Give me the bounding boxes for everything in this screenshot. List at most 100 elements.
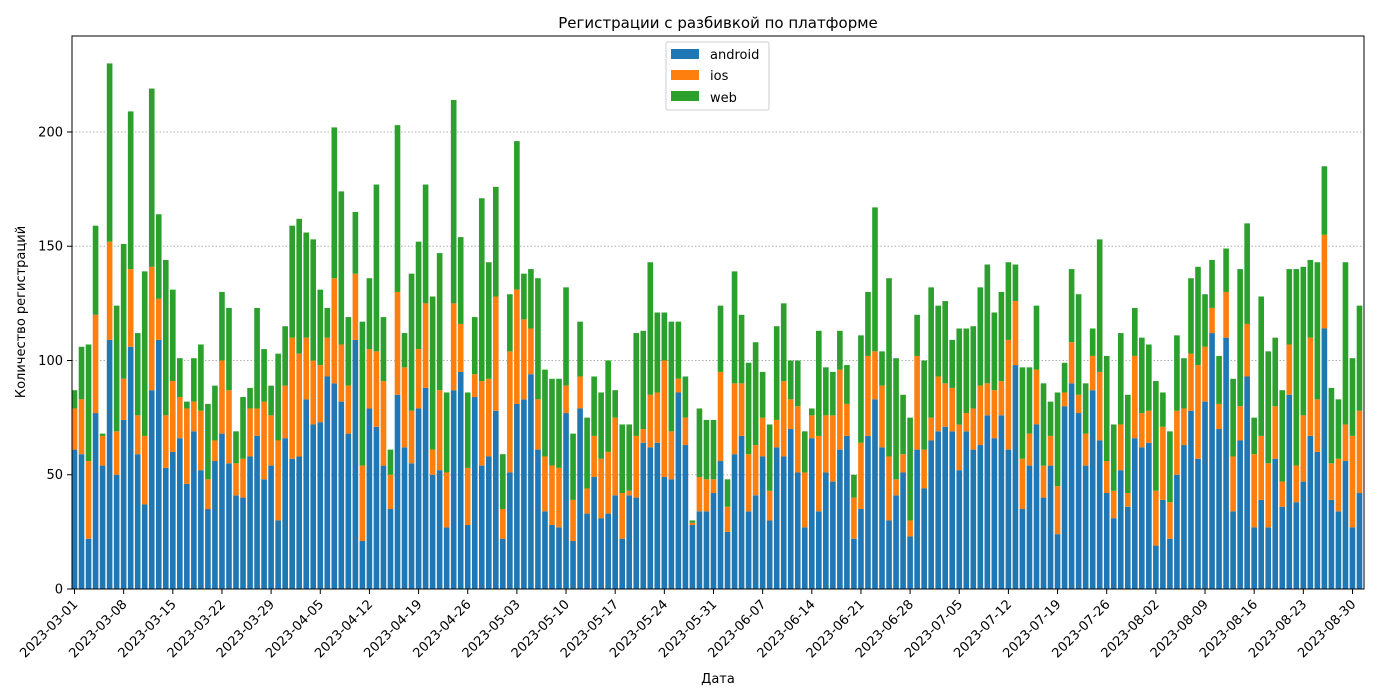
bar-ios — [1124, 493, 1131, 507]
bar-android — [710, 493, 717, 589]
bar-ios — [893, 479, 899, 496]
bar-android — [752, 495, 759, 589]
bar-ios — [191, 401, 197, 432]
bar-android — [823, 472, 829, 589]
bar-android — [1061, 406, 1068, 589]
bar-android — [85, 538, 92, 589]
bar-web — [99, 433, 106, 436]
bar-ios — [1005, 339, 1012, 450]
bar-ios — [542, 456, 548, 512]
bar-ios — [345, 385, 352, 434]
bar-web — [984, 264, 991, 384]
bar-android — [113, 474, 120, 589]
bar-web — [710, 419, 717, 480]
bar-android — [1328, 499, 1335, 589]
bar-web — [654, 312, 661, 393]
bar-android — [1342, 461, 1349, 589]
bar-web — [198, 344, 204, 411]
bar-ios — [935, 376, 941, 432]
bar-ios — [1082, 433, 1089, 466]
bar-ios — [141, 435, 148, 505]
bar-android — [542, 511, 548, 589]
bar-ios — [1047, 435, 1054, 466]
bar-web — [759, 371, 766, 418]
bar-ios — [240, 458, 246, 498]
bar-ios — [464, 467, 471, 526]
bar-android — [233, 495, 239, 589]
bar-android — [570, 541, 576, 589]
bar-android — [1174, 474, 1180, 589]
bar-ios — [591, 435, 597, 478]
bar-android — [998, 415, 1005, 589]
bar-ios — [584, 488, 590, 514]
bar-android — [1089, 390, 1096, 589]
bar-ios — [1089, 355, 1096, 391]
bar-web — [1293, 269, 1300, 466]
bar-web — [682, 376, 689, 418]
bar-android — [177, 438, 183, 589]
bar-ios — [1237, 406, 1243, 441]
bar-ios — [647, 394, 654, 448]
bar-android — [1117, 470, 1124, 589]
bar-ios — [331, 278, 338, 384]
bar-ios — [766, 490, 773, 521]
bar-web — [640, 330, 647, 430]
bar-android — [984, 415, 991, 589]
bar-android — [415, 408, 422, 589]
bar-android — [787, 429, 794, 589]
bar-android — [605, 513, 611, 589]
bar-web — [457, 237, 464, 324]
bar-android — [647, 447, 654, 589]
bar-android — [219, 433, 225, 589]
bar-ios — [745, 454, 752, 512]
bar-ios — [1167, 502, 1173, 539]
bar-web — [626, 424, 633, 491]
bar-web — [858, 335, 864, 443]
bar-ios — [78, 399, 85, 455]
bar-web — [324, 307, 331, 338]
bar-web — [429, 296, 436, 450]
bar-web — [127, 111, 134, 270]
bar-ios — [851, 497, 857, 539]
bar-ios — [1068, 342, 1075, 384]
bar-web — [935, 305, 941, 377]
bar-android — [963, 431, 970, 589]
bar-android — [1160, 499, 1166, 589]
bar-android — [464, 525, 471, 589]
bar-ios — [1202, 346, 1208, 402]
bar-android — [457, 371, 464, 589]
bar-ios — [640, 429, 647, 443]
bar-android — [577, 408, 583, 589]
bar-web — [752, 342, 759, 446]
bar-web — [1153, 381, 1159, 491]
bars — [71, 63, 1363, 589]
bar-android — [148, 390, 155, 589]
bar-android — [387, 509, 394, 589]
bar-ios — [1328, 463, 1335, 500]
bar-web — [696, 408, 703, 478]
bar-web — [956, 328, 963, 425]
bar-android — [1096, 440, 1103, 589]
bar-ios — [928, 417, 934, 441]
bar-android — [471, 397, 478, 589]
bar-ios — [521, 319, 527, 400]
bar-android — [205, 509, 211, 589]
bar-android — [78, 454, 85, 589]
bar-web — [1272, 337, 1279, 407]
bar-ios — [268, 415, 274, 466]
bar-web — [141, 271, 148, 436]
bar-android — [696, 511, 703, 589]
x-axis-label: Дата — [701, 672, 735, 687]
bar-web — [1026, 367, 1033, 434]
bar-ios — [450, 303, 457, 391]
y-axis: 0 50 100 150 200 — [38, 125, 72, 598]
bar-ios — [148, 266, 155, 391]
bar-android — [942, 426, 949, 589]
bar-ios — [907, 520, 913, 537]
bar-web — [1139, 337, 1145, 414]
bar-android — [338, 401, 345, 589]
bar-ios — [619, 493, 626, 539]
bar-android — [254, 435, 260, 589]
bar-web — [823, 367, 829, 416]
bar-web — [289, 225, 295, 338]
